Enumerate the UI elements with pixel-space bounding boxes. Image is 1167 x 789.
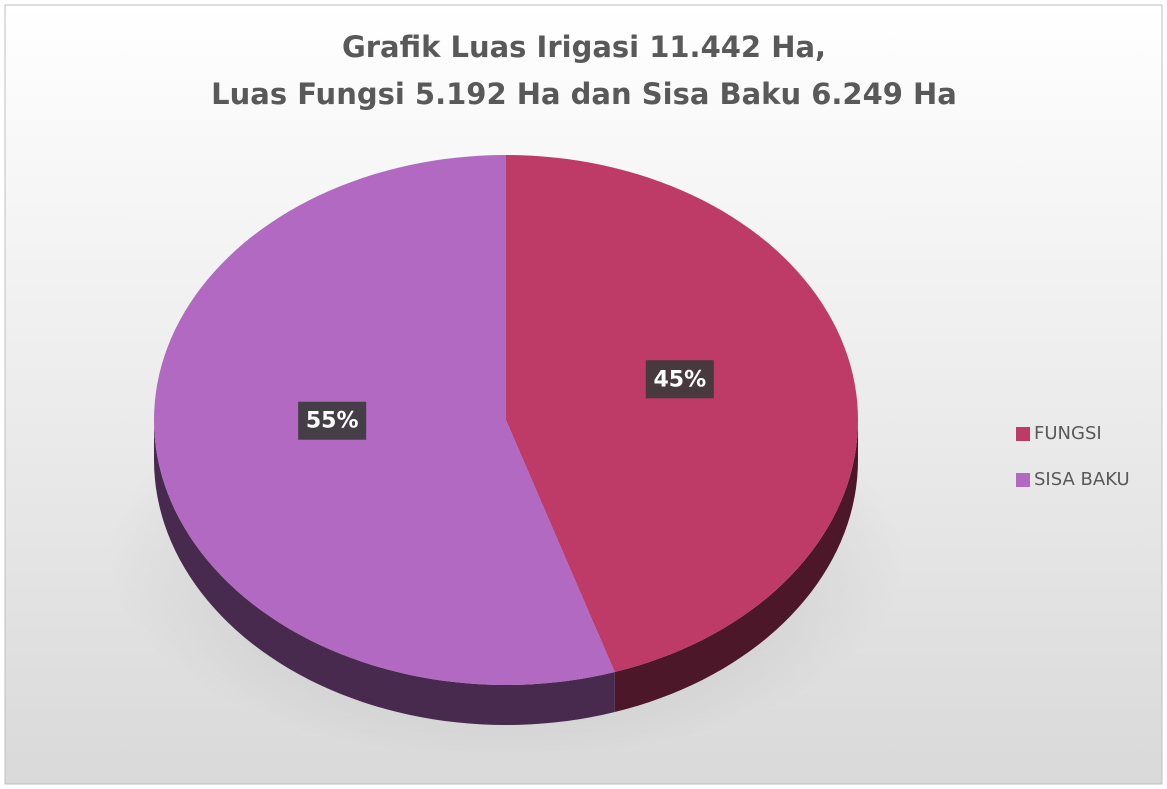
legend-swatch — [1016, 473, 1030, 487]
pie-slice — [154, 155, 615, 685]
chart-title: Grafik Luas Irigasi 11.442 Ha, — [342, 30, 826, 64]
legend-label: SISA BAKU — [1034, 469, 1130, 490]
data-label-box — [298, 401, 367, 440]
pie-slice-side — [154, 420, 615, 725]
chart-title: Luas Fungsi 5.192 Ha dan Sisa Baku 6.249… — [211, 77, 957, 111]
data-label: 55% — [306, 409, 359, 434]
data-label-box — [645, 360, 714, 399]
data-label: 45% — [653, 367, 706, 392]
legend-swatch — [1016, 427, 1030, 441]
legend-label: FUNGSI — [1034, 423, 1102, 444]
pie-slice — [506, 155, 858, 673]
pie-slice-side — [614, 420, 858, 713]
